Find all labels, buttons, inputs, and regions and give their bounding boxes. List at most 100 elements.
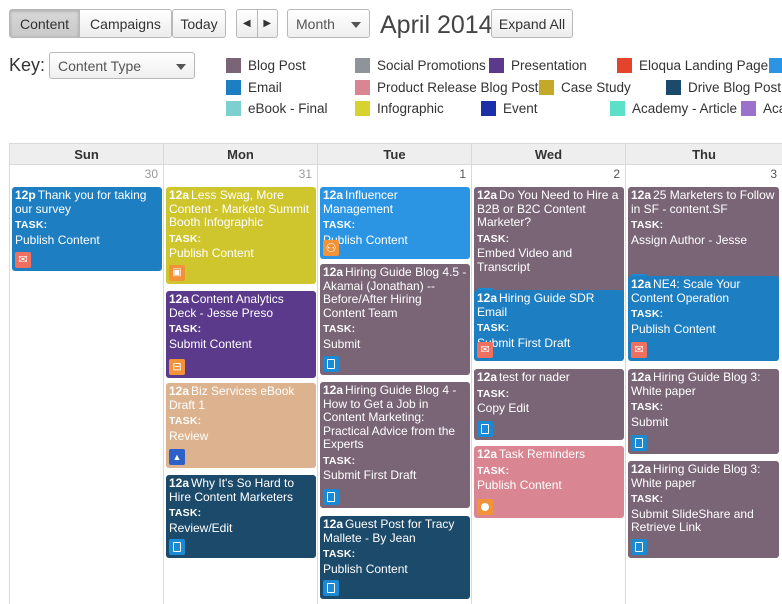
legend-swatch	[610, 100, 625, 116]
calendar-event[interactable]: 12a Less Swag, More Content - Marketo Sum…	[166, 187, 316, 284]
day-number[interactable]: 3	[770, 167, 777, 181]
day-number[interactable]: 30	[144, 167, 158, 181]
task-action: Publish Content	[323, 561, 408, 576]
legend-item: Presentation	[489, 57, 587, 73]
range-select[interactable]: Month	[287, 9, 370, 38]
task-action: Submit	[631, 414, 669, 429]
calendar-event[interactable]: 12a Guest Post for Tracy Mallete - By Jea…	[320, 516, 470, 599]
day-number[interactable]: 2	[613, 167, 620, 181]
calendar-event[interactable]: 12a test for nader TASK: Copy Edit	[474, 369, 624, 440]
calendar-event[interactable]: 12a Hiring Guide Blog 4 - How to Get a Jo…	[320, 382, 470, 508]
caret-right-icon: ▶	[263, 18, 272, 29]
event-title: Influencer Management	[323, 188, 398, 216]
legend-item: Event	[481, 100, 538, 116]
event-title-line: 12a Why It's So Hard to Hire Content Mark…	[169, 476, 313, 504]
task-label: TASK:	[631, 401, 664, 413]
calendar-event[interactable]: 12a Hiring Guide Blog 3: White paper TASK:…	[628, 461, 779, 558]
task-label: TASK:	[477, 232, 510, 245]
calendar-event[interactable]: 12a Content Analytics Deck - Jesse Preso T…	[166, 291, 316, 378]
calendar-event[interactable]: 12a 25 Marketers to Follow in SF - conten…	[628, 187, 779, 293]
day-column-thu[interactable]: Thu 3 12a 25 Marketers to Follow in SF - co…	[625, 143, 782, 604]
event-time: 12a	[631, 370, 652, 384]
legend-item: Case Study	[539, 79, 631, 95]
legend-swatch	[355, 79, 370, 95]
event-time: 12a	[631, 277, 652, 291]
expand-all-button[interactable]: Expand All	[491, 9, 573, 38]
calendar-event[interactable]: 12a Influencer Management TASK: Publish Con…	[320, 187, 470, 259]
day-number[interactable]: 31	[298, 167, 312, 181]
legend-item: Product Release Blog Post	[355, 79, 538, 95]
event-title-line: 12a NE4: Scale Your Content Operation	[631, 277, 776, 305]
legend-swatch	[226, 57, 241, 73]
calendar-event[interactable]: 12a Biz Services eBook Draft 1 TASK: Review	[166, 383, 316, 468]
event-title: Biz Services eBook Draft 1	[169, 384, 295, 412]
task-label: TASK:	[169, 323, 202, 335]
calendar-event[interactable]: 12a Task Reminders TASK: Publish Content	[474, 446, 624, 518]
legend-label: Academy - Article	[632, 100, 738, 116]
campaigns-tab[interactable]: Campaigns	[80, 10, 171, 37]
event-title: Hiring Guide Blog 3: White paper	[631, 370, 761, 398]
task-label: TASK:	[169, 232, 202, 245]
legend-swatch	[769, 57, 782, 73]
task-action: Submit First Draft	[477, 335, 571, 350]
chevron-down-icon	[176, 63, 186, 70]
day-header: Thu	[626, 143, 782, 165]
legend-label: Infographic	[377, 100, 444, 116]
task-action: Embed Video and Transcript	[477, 246, 573, 274]
legend-swatch	[666, 79, 681, 95]
document-icon	[631, 435, 647, 451]
document-icon	[323, 580, 339, 596]
calendar-event[interactable]: 12a Why It's So Hard to Hire Content Mark…	[166, 475, 316, 558]
day-column-mon[interactable]: Mon 31 12a Less Swag, More Content - Market…	[163, 143, 317, 604]
event-time: 12a	[169, 292, 190, 306]
legend-swatch	[226, 79, 241, 95]
legend-label: Case Study	[561, 79, 631, 95]
task-label: TASK:	[477, 387, 510, 400]
calendar-event[interactable]: 12p Thank you for taking our survey TASK: P…	[12, 187, 162, 271]
task-action: Submit SlideShare and Retrieve Link	[631, 506, 754, 534]
event-title-line: 12a Content Analytics Deck - Jesse Preso	[169, 292, 313, 320]
event-title-line: 12a Hiring Guide Blog 4.5 - Akamai (Jonat…	[323, 265, 467, 320]
day-header: Sun	[10, 143, 163, 165]
key-type-select[interactable]: Content Type	[49, 52, 195, 79]
task-label: TASK:	[15, 219, 48, 231]
legend-swatch	[741, 100, 756, 116]
calendar-event[interactable]: 12a Hiring Guide Blog 3: White paper TASK:…	[628, 369, 779, 454]
legend-item: Blog Post	[226, 57, 306, 73]
task-label: TASK:	[631, 308, 664, 320]
content-tab[interactable]: Content	[10, 10, 80, 37]
task-action: Publish Content	[323, 232, 408, 247]
legend-swatch	[539, 79, 554, 95]
legend-label: Event	[503, 100, 538, 116]
event-time: 12a	[477, 447, 498, 461]
today-button[interactable]: Today	[172, 9, 226, 38]
calendar-event[interactable]: 12a Hiring Guide Blog 4.5 - Akamai (Jonat…	[320, 264, 470, 375]
calendar-event[interactable]: 12a NE4: Scale Your Content Operation TASK…	[628, 276, 779, 361]
task-action: Publish Content	[169, 246, 254, 260]
event-time: 12a	[477, 188, 498, 202]
chevron-down-icon	[351, 21, 361, 28]
image-icon	[169, 265, 185, 281]
task-label: TASK:	[477, 464, 510, 477]
day-header: Tue	[318, 143, 471, 165]
day-column-tue[interactable]: Tue 1 12a Influencer Management TASK: Publish…	[317, 143, 471, 604]
day-column-wed[interactable]: Wed 2 12a Do You Need to Hire a B2B or B2C …	[471, 143, 625, 604]
document-icon	[631, 539, 647, 555]
event-time: 12a	[169, 384, 190, 398]
task-label: TASK:	[631, 219, 664, 231]
drive-icon	[169, 449, 185, 465]
legend-label: Presentation	[511, 57, 587, 73]
previous-month-button[interactable]: ◀	[237, 10, 257, 37]
event-title-line: 12a Task Reminders	[477, 447, 621, 462]
document-icon	[323, 356, 339, 372]
range-select-value: Month	[296, 15, 335, 32]
next-month-button[interactable]: ▶	[258, 10, 278, 37]
day-header: Mon	[164, 143, 317, 165]
calendar-event[interactable]: 12a Hiring Guide SDR Email TASK: Submit Fir…	[474, 290, 624, 361]
calendar-event[interactable]: 12a Do You Need to Hire a B2B or B2C Cont…	[474, 187, 624, 307]
day-column-sun[interactable]: Sun 30 12p Thank you for taking our survey T…	[9, 143, 163, 604]
task-action: Publish Content	[631, 321, 716, 336]
legend-swatch	[226, 100, 241, 116]
day-number[interactable]: 1	[459, 167, 466, 181]
event-title-line: 12a Do You Need to Hire a B2B or B2C Cont…	[477, 188, 621, 230]
